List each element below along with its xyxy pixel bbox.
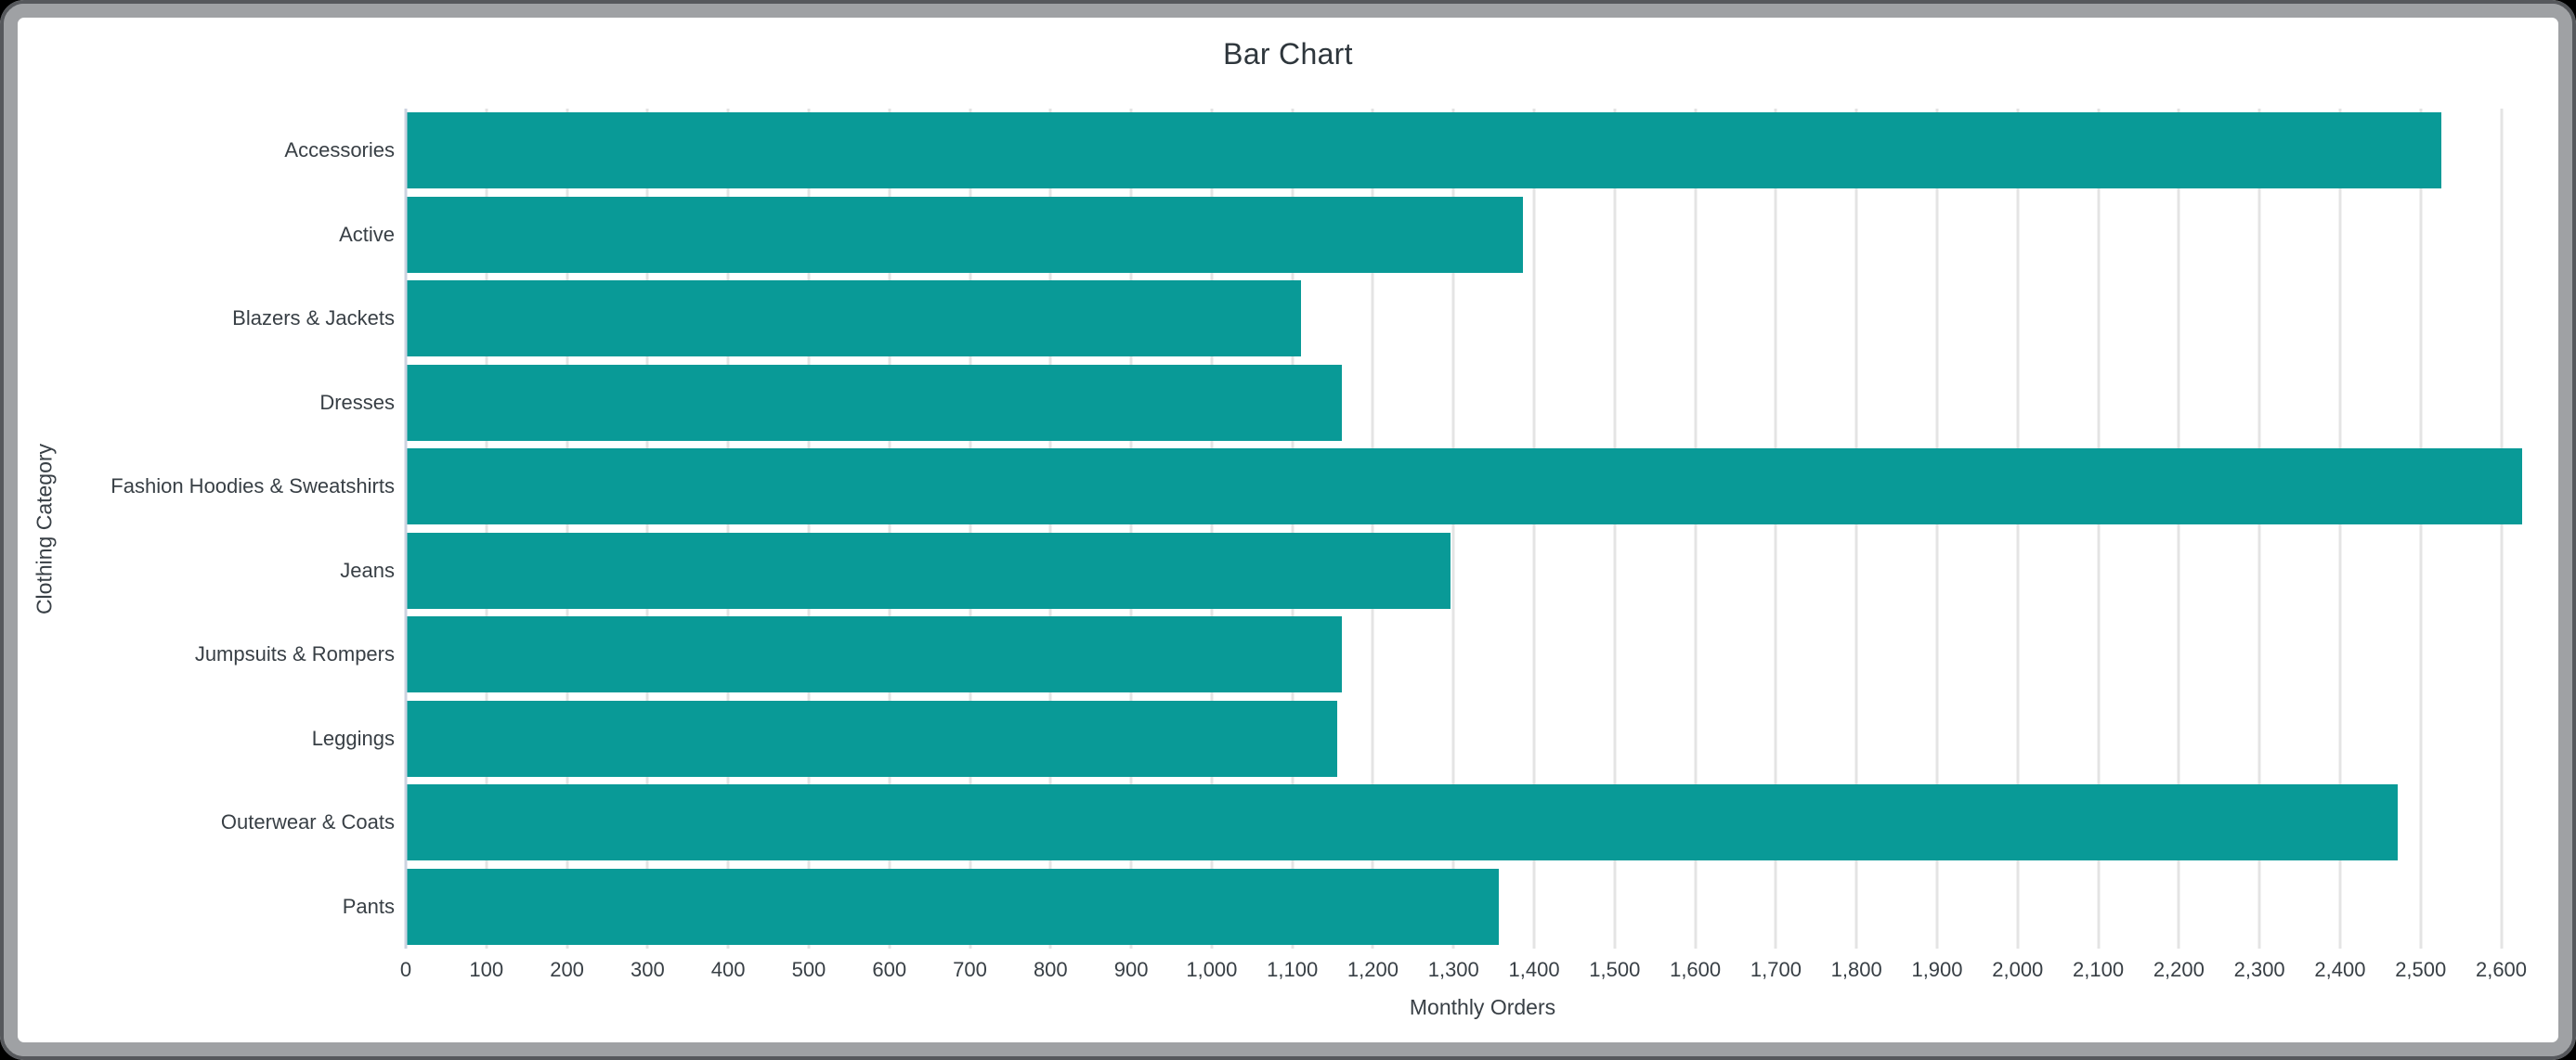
gridline-300 <box>645 109 649 949</box>
x-tick-label-400: 400 <box>710 958 746 981</box>
gridline-1600 <box>1694 109 1698 949</box>
gridline-2100 <box>2097 109 2101 949</box>
bar-pants[interactable] <box>407 868 1499 945</box>
gridline-2600 <box>2500 109 2503 949</box>
gridline-900 <box>1129 109 1133 949</box>
gridline-1900 <box>1935 109 1939 949</box>
gridline-1500 <box>1613 109 1617 949</box>
category-label-outerwear-coats: Outerwear & Coats <box>220 810 395 834</box>
gridline-2400 <box>2338 109 2342 949</box>
category-label-fashion-hoodies-sweatshirts: Fashion Hoodies & Sweatshirts <box>111 474 395 498</box>
gridline-800 <box>1048 109 1052 949</box>
category-label-jeans: Jeans <box>340 558 395 582</box>
gridline-1800 <box>1854 109 1858 949</box>
category-label-accessories: Accessories <box>284 138 395 162</box>
gridline-700 <box>969 109 972 949</box>
x-tick-label-200: 200 <box>550 958 584 981</box>
x-tick-label-2200: 2,200 <box>2153 958 2205 981</box>
gridline-1700 <box>1774 109 1777 949</box>
x-tick-label-2100: 2,100 <box>2073 958 2125 981</box>
gridline-1200 <box>1371 109 1374 949</box>
x-tick-label-600: 600 <box>872 958 907 981</box>
bar-fashion-hoodies-sweatshirts[interactable] <box>407 448 2523 524</box>
x-tick-label-500: 500 <box>791 958 826 981</box>
bar-outerwear-coats[interactable] <box>407 784 2398 860</box>
x-tick-label-2300: 2,300 <box>2233 958 2285 981</box>
gridline-2200 <box>2177 109 2180 949</box>
gridline-500 <box>807 109 811 949</box>
gridline-1100 <box>1291 109 1295 949</box>
x-tick-label-1900: 1,900 <box>1911 958 1963 981</box>
plot-area <box>404 109 2559 949</box>
x-tick-label-0: 0 <box>399 958 412 981</box>
x-tick-label-1500: 1,500 <box>1589 958 1641 981</box>
x-axis-tick-labels: 0 100 200 300 400 500 600 700 800 900 1,000 1,100 1,… <box>0 958 2576 986</box>
x-tick-label-700: 700 <box>953 958 987 981</box>
gridline-1400 <box>1532 109 1536 949</box>
category-label-blazers-jackets: Blazers & Jackets <box>232 306 395 330</box>
x-tick-label-1800: 1,800 <box>1830 958 1882 981</box>
bar-active[interactable] <box>407 196 1524 273</box>
x-tick-label-1200: 1,200 <box>1347 958 1399 981</box>
category-label-dresses: Dresses <box>319 390 395 414</box>
gridline-600 <box>888 109 891 949</box>
bar-accessories[interactable] <box>407 112 2442 188</box>
bar-jumpsuits-rompers[interactable] <box>407 616 1342 692</box>
gridline-1300 <box>1451 109 1455 949</box>
x-tick-label-2000: 2,000 <box>1992 958 2044 981</box>
x-tick-label-2400: 2,400 <box>2314 958 2366 981</box>
category-label-pants: Pants <box>342 894 395 918</box>
y-axis-labels: Accessories Active Blazers & Jackets Dresse… <box>0 109 395 949</box>
x-tick-label-1000: 1,000 <box>1186 958 1238 981</box>
category-label-active: Active <box>339 222 395 246</box>
category-label-leggings: Leggings <box>311 726 395 750</box>
x-tick-label-1100: 1,100 <box>1267 958 1319 981</box>
axis-baseline <box>404 109 408 949</box>
bar-blazers-jackets[interactable] <box>407 280 1302 356</box>
bar-jeans[interactable] <box>407 532 1451 609</box>
x-tick-label-900: 900 <box>1113 958 1149 981</box>
gridline-2000 <box>2016 109 2020 949</box>
gridline-1000 <box>1210 109 1214 949</box>
bar-dresses[interactable] <box>407 364 1342 441</box>
chart-title: Bar Chart <box>1223 37 1353 71</box>
x-tick-label-1300: 1,300 <box>1427 958 1479 981</box>
x-tick-label-2600: 2,600 <box>2475 958 2528 981</box>
x-tick-label-1700: 1,700 <box>1750 958 1802 981</box>
x-tick-label-2500: 2,500 <box>2395 958 2447 981</box>
x-tick-label-300: 300 <box>631 958 665 981</box>
gridline-400 <box>726 109 730 949</box>
bar-leggings[interactable] <box>407 700 1338 777</box>
gridline-2300 <box>2257 109 2261 949</box>
gridline-100 <box>485 109 488 949</box>
gridline-2500 <box>2419 109 2423 949</box>
category-label-jumpsuits-rompers: Jumpsuits & Rompers <box>194 642 395 666</box>
x-tick-label-100: 100 <box>469 958 504 981</box>
x-axis-title: Monthly Orders <box>1409 995 1556 1019</box>
x-tick-label-800: 800 <box>1033 958 1068 981</box>
x-tick-label-1600: 1,600 <box>1670 958 1722 981</box>
x-tick-label-1400: 1,400 <box>1508 958 1560 981</box>
gridline-200 <box>566 109 569 949</box>
